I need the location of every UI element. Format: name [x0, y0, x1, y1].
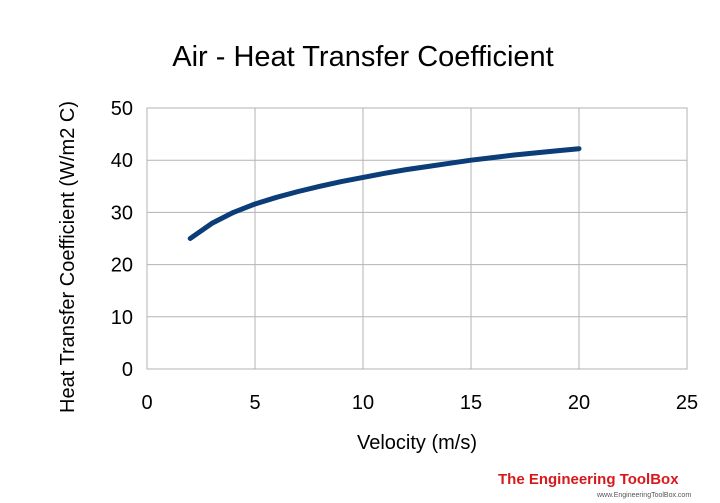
- plot-area: [146, 107, 688, 370]
- y-tick-label-1: 10: [111, 307, 133, 329]
- x-axis-label: Velocity (m/s): [357, 432, 477, 454]
- x-tick-label-1: 5: [249, 392, 260, 414]
- grid: [146, 107, 688, 370]
- watermark-logo: The Engineering ToolBox www.EngineeringT…: [498, 471, 691, 499]
- y-tick-label-3: 30: [111, 202, 133, 224]
- x-tick-label-2: 10: [352, 392, 374, 414]
- watermark-url: www.EngineeringToolBox.com: [596, 492, 691, 499]
- y-axis-label: Heat Transfer Coefficient (W/m2 C): [57, 101, 79, 413]
- x-tick-label-5: 25: [676, 392, 698, 414]
- x-axis-ticks: 0 5 10 15 20 25: [141, 392, 698, 414]
- x-tick-label-0: 0: [141, 392, 152, 414]
- x-tick-label-4: 20: [568, 392, 590, 414]
- series-layer: [187, 146, 582, 241]
- y-tick-label-5: 50: [111, 98, 133, 120]
- watermark-brand: The Engineering ToolBox: [498, 471, 679, 488]
- x-tick-label-3: 15: [460, 392, 482, 414]
- y-axis-ticks: 0 10 20 30 40 50: [111, 98, 133, 381]
- series-line-0: [187, 146, 582, 241]
- chart-title: Air - Heat Transfer Coefficient: [172, 41, 553, 73]
- y-tick-label-4: 40: [111, 150, 133, 172]
- y-tick-label-2: 20: [111, 255, 133, 277]
- y-tick-label-0: 0: [122, 359, 133, 381]
